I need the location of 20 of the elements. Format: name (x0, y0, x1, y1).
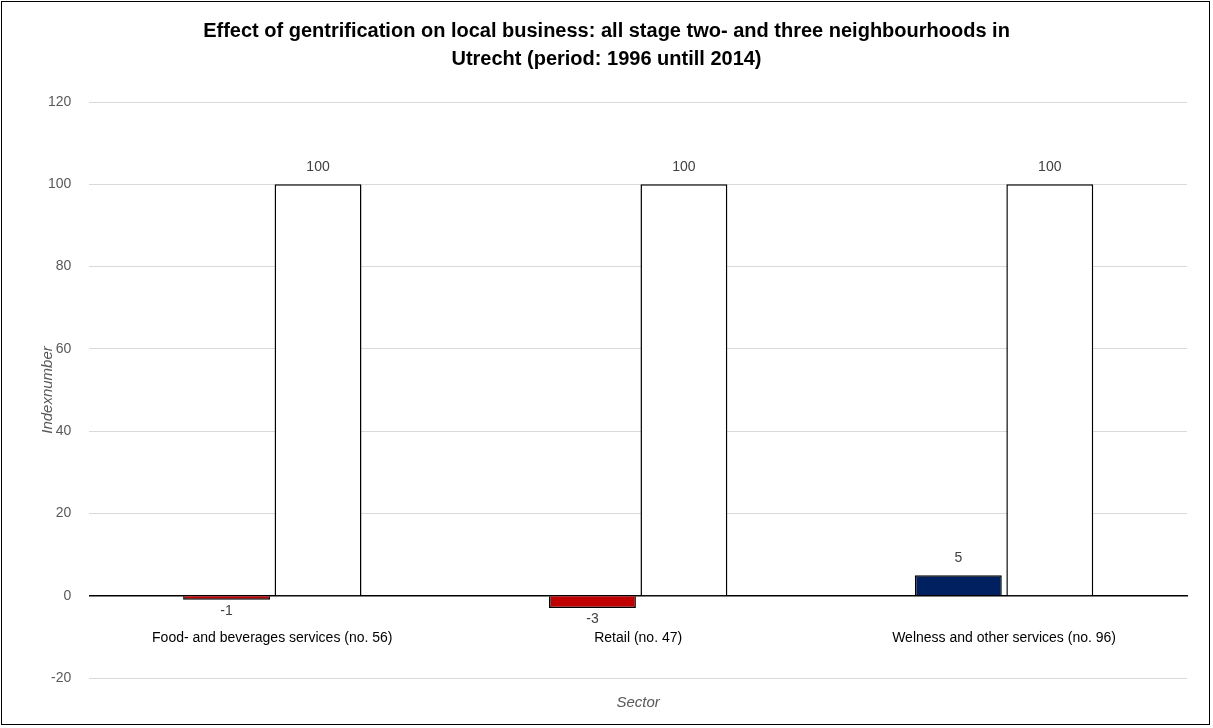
chart-title: Effect of gentrification on local business: all stage two- and three neighbourhoods in Utrecht (period: 1996 untill 2014) (202, 18, 1011, 71)
y-axis-title: Indexnumber (38, 345, 56, 434)
data-label: -3 (586, 609, 599, 626)
y-tick-label: 0 (63, 586, 72, 603)
data-label: -1 (220, 601, 233, 618)
data-label: 100 (306, 158, 330, 175)
y-tick-label: 80 (55, 257, 72, 274)
x-tick-label: Retail (no. 47) (594, 628, 683, 645)
data-label: 5 (954, 549, 963, 565)
x-tick-label: Welness and other services (no. 96) (892, 628, 1116, 645)
y-tick-label: -20 (51, 668, 72, 685)
y-tick-label: 120 (48, 92, 72, 109)
x-axis-title: Sector (616, 693, 661, 711)
x-tick-label: Food- and beverages services (no. 56) (152, 628, 393, 645)
y-tick-label: 100 (48, 175, 72, 192)
data-label: 100 (672, 158, 696, 175)
y-tick-label: 40 (55, 422, 72, 438)
y-tick-label: 20 (55, 504, 72, 521)
data-label: 100 (1038, 158, 1062, 175)
y-tick-label: 60 (55, 339, 72, 356)
